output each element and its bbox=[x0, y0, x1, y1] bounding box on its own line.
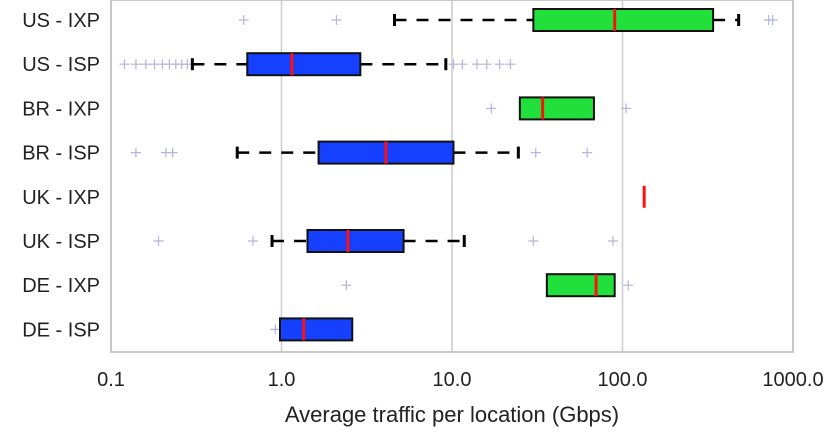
outlier-point bbox=[481, 59, 492, 70]
x-tick-label: 10.0 bbox=[433, 369, 472, 391]
axis-labels: 0.1 1.0 10.0 100.0 1000.0 US - IXP US - ISP BR … bbox=[22, 10, 823, 391]
iqr-box bbox=[532, 8, 715, 32]
outlier-point bbox=[582, 147, 593, 158]
outlier-point bbox=[167, 147, 178, 158]
x-tick-label: 1.0 bbox=[268, 369, 296, 391]
outlier-point bbox=[238, 15, 249, 25]
outlier-point bbox=[530, 147, 541, 158]
iqr-box bbox=[246, 52, 362, 77]
x-axis-title: Average traffic per location (Gbps) bbox=[285, 402, 619, 427]
category-label: US - IXP bbox=[22, 10, 100, 32]
outlier-point bbox=[341, 280, 352, 291]
outlier-point bbox=[608, 236, 619, 246]
outlier-point bbox=[471, 59, 482, 70]
category-label: BR - IXP bbox=[22, 98, 100, 120]
outlier-point bbox=[153, 236, 164, 246]
outlier-point bbox=[448, 59, 459, 70]
category-label: UK - ISP bbox=[22, 231, 100, 253]
iqr-box bbox=[306, 229, 405, 253]
iqr-box bbox=[518, 96, 595, 121]
plot-frame bbox=[110, 0, 794, 353]
x-tick-label: 100.0 bbox=[597, 369, 647, 391]
category-label: BR - ISP bbox=[22, 143, 100, 165]
outlier-point bbox=[130, 59, 141, 70]
iqr-box bbox=[545, 273, 616, 298]
box-marks bbox=[119, 8, 778, 342]
outlier-point bbox=[505, 59, 516, 70]
outlier-point bbox=[457, 59, 468, 70]
outlier-point bbox=[621, 103, 632, 114]
outlier-point bbox=[247, 236, 258, 246]
outlier-point bbox=[119, 59, 130, 70]
outlier-point bbox=[767, 15, 778, 25]
outlier-point bbox=[130, 147, 141, 158]
category-label: UK - IXP bbox=[22, 187, 100, 209]
x-tick-label: 1000.0 bbox=[762, 369, 823, 391]
outlier-point bbox=[623, 280, 634, 291]
outlier-point bbox=[270, 324, 281, 335]
outlier-point bbox=[486, 103, 497, 114]
iqr-box bbox=[279, 317, 354, 342]
category-label: DE - IXP bbox=[22, 275, 100, 297]
x-tick-label: 0.1 bbox=[97, 369, 125, 391]
category-label: US - ISP bbox=[22, 54, 100, 76]
outlier-point bbox=[528, 236, 539, 246]
outlier-point bbox=[140, 59, 151, 70]
outlier-point bbox=[494, 59, 505, 70]
category-label: DE - ISP bbox=[22, 319, 100, 341]
outlier-point bbox=[331, 15, 342, 25]
outlier-point bbox=[182, 59, 193, 70]
